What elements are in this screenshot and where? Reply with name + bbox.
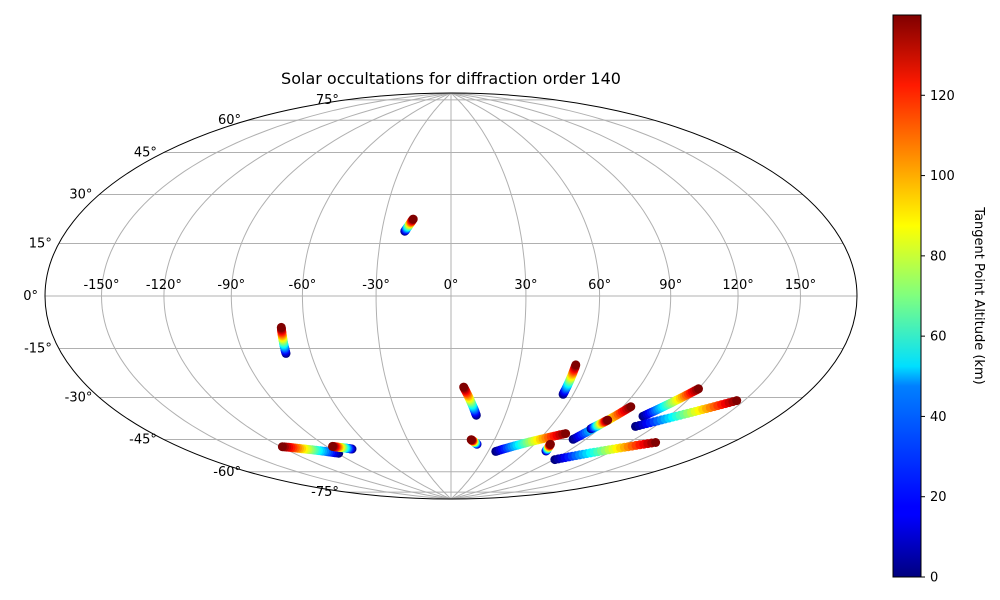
occultation-track [638, 384, 703, 421]
colorbar-tick-label: 20 [930, 490, 947, 505]
colorbar-gradient [892, 14, 922, 578]
latitude-tick-label: 45° [134, 145, 157, 160]
data-point [277, 442, 287, 452]
latitude-tick-label: 15° [29, 236, 52, 251]
longitude-tick-label: 30° [514, 278, 537, 293]
latitude-tick-labels: 75° 60° 45° 30° 15° 0° -15° -30° -45° -60° -75° [23, 93, 339, 500]
data-point [276, 322, 286, 332]
occultation-track [466, 435, 482, 449]
latitude-tick-label: 0° [23, 289, 38, 304]
data-point [408, 214, 418, 224]
colorbar-tick-label: 120 [930, 89, 955, 104]
longitude-tick-label: 0° [444, 278, 459, 293]
data-point [545, 439, 555, 449]
colorbar-tick-label: 60 [930, 330, 947, 345]
longitude-tick-label: 120° [722, 278, 753, 293]
longitude-tick-label: -120° [146, 278, 182, 293]
map-grid [45, 93, 857, 499]
data-point [459, 382, 469, 392]
longitude-tick-label: -30° [362, 278, 390, 293]
latitude-tick-label: -75° [311, 485, 339, 500]
latitude-tick-label: -30° [65, 391, 93, 406]
occultation-track [586, 415, 613, 434]
occultation-track [459, 382, 481, 420]
colorbar-ticks: 0 20 40 60 80 100 120 [921, 89, 955, 586]
occultation-track [328, 441, 357, 454]
latitude-tick-label: -45° [129, 433, 157, 448]
occultation-track [550, 438, 661, 465]
longitude-tick-label: -60° [289, 278, 317, 293]
colorbar: 0 20 40 60 80 100 120 Tangent Point Altitude (… [892, 14, 986, 586]
longitude-tick-label: -90° [217, 278, 245, 293]
latitude-tick-label: -15° [24, 342, 52, 357]
data-point [571, 360, 581, 370]
latitude-tick-label: 60° [218, 113, 241, 128]
data-points [276, 214, 742, 465]
occultation-track [541, 439, 555, 456]
occultation-track [276, 322, 291, 358]
occultation-track [558, 360, 581, 399]
chart-title: Solar occultations for diffraction order… [281, 69, 621, 88]
longitude-tick-label: 60° [588, 278, 611, 293]
latitude-tick-label: 30° [69, 188, 92, 203]
longitude-tick-label: 90° [659, 278, 682, 293]
colorbar-tick-label: 80 [930, 249, 947, 264]
data-point [651, 438, 661, 447]
data-point [603, 415, 613, 425]
data-point [466, 435, 476, 445]
latitude-tick-label: 75° [316, 93, 339, 108]
latitude-tick-label: -60° [213, 465, 241, 480]
longitude-tick-label: 150° [785, 278, 816, 293]
colorbar-tick-label: 100 [930, 169, 955, 184]
data-point [732, 396, 742, 406]
occultation-track [491, 429, 571, 456]
occultation-track [400, 214, 418, 236]
data-point [561, 429, 571, 439]
data-point [626, 402, 636, 412]
colorbar-label: Tangent Point Altitude (km) [971, 206, 986, 384]
data-point [694, 384, 703, 394]
colorbar-tick-label: 40 [930, 410, 947, 425]
occultation-track [631, 396, 742, 431]
colorbar-tick-label: 0 [930, 571, 938, 586]
longitude-tick-label: -150° [83, 278, 119, 293]
longitude-tick-labels: -150° -120° -90° -60° -30° 0° 30° 60° 90° 120° 150… [83, 278, 816, 293]
data-point [328, 441, 337, 451]
map-boundary [44, 92, 858, 500]
